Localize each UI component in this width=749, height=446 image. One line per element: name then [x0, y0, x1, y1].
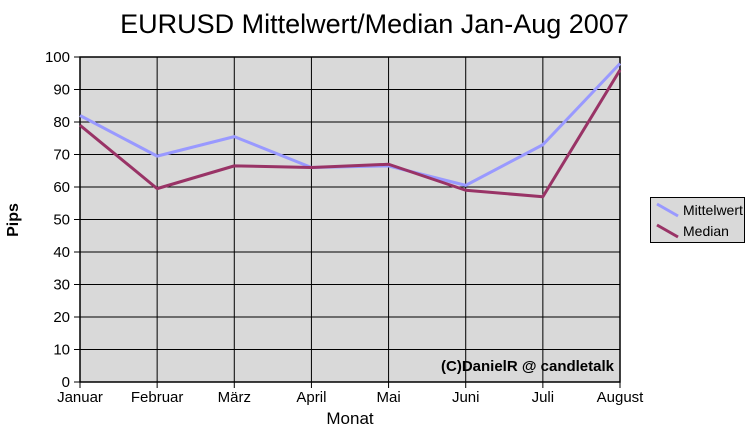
- y-axis-tick-label: 50: [53, 212, 70, 229]
- y-axis-tick-label: 90: [53, 82, 70, 99]
- legend-label: Median: [683, 222, 729, 239]
- y-axis-tick-label: 30: [53, 277, 70, 294]
- y-axis-tick-label: 60: [53, 179, 70, 196]
- x-axis-tick-label: Februar: [131, 389, 184, 406]
- x-axis-tick-label: Januar: [57, 389, 103, 406]
- legend: Mittelwert Median: [650, 197, 745, 243]
- y-axis-tick-label: 0: [62, 374, 70, 391]
- legend-item-mittelwert: Mittelwert: [651, 199, 744, 220]
- chart-title: EURUSD Mittelwert/Median Jan-Aug 2007: [120, 9, 629, 39]
- median-line-sample-icon: [656, 223, 679, 238]
- x-axis-title: Monat: [326, 409, 374, 428]
- x-axis-tick-label: Juli: [532, 389, 555, 406]
- x-axis-tick-label: April: [296, 389, 326, 406]
- y-axis-tick-label: 100: [45, 49, 70, 66]
- y-axis-tick-label: 20: [53, 309, 70, 326]
- x-axis-tick-label: Juni: [452, 389, 480, 406]
- y-axis-tick-label: 10: [53, 342, 70, 359]
- y-axis-tick-label: 70: [53, 147, 70, 164]
- x-axis-tick-label: März: [218, 389, 251, 406]
- x-axis-tick-label: Mai: [376, 389, 400, 406]
- mittelwert-line-sample-icon: [656, 202, 679, 217]
- plot-border: [79, 56, 621, 383]
- watermark-text: (C)DanielR @ candletalk: [441, 358, 614, 375]
- x-axis-tick-label: August: [597, 389, 645, 406]
- y-axis-title: Pips: [5, 203, 22, 237]
- legend-item-median: Median: [651, 220, 744, 241]
- y-axis-tick-label: 40: [53, 244, 70, 261]
- legend-label: Mittelwert: [683, 201, 743, 218]
- median-line: [79, 69, 622, 199]
- y-axis-tick-label: 80: [53, 114, 70, 131]
